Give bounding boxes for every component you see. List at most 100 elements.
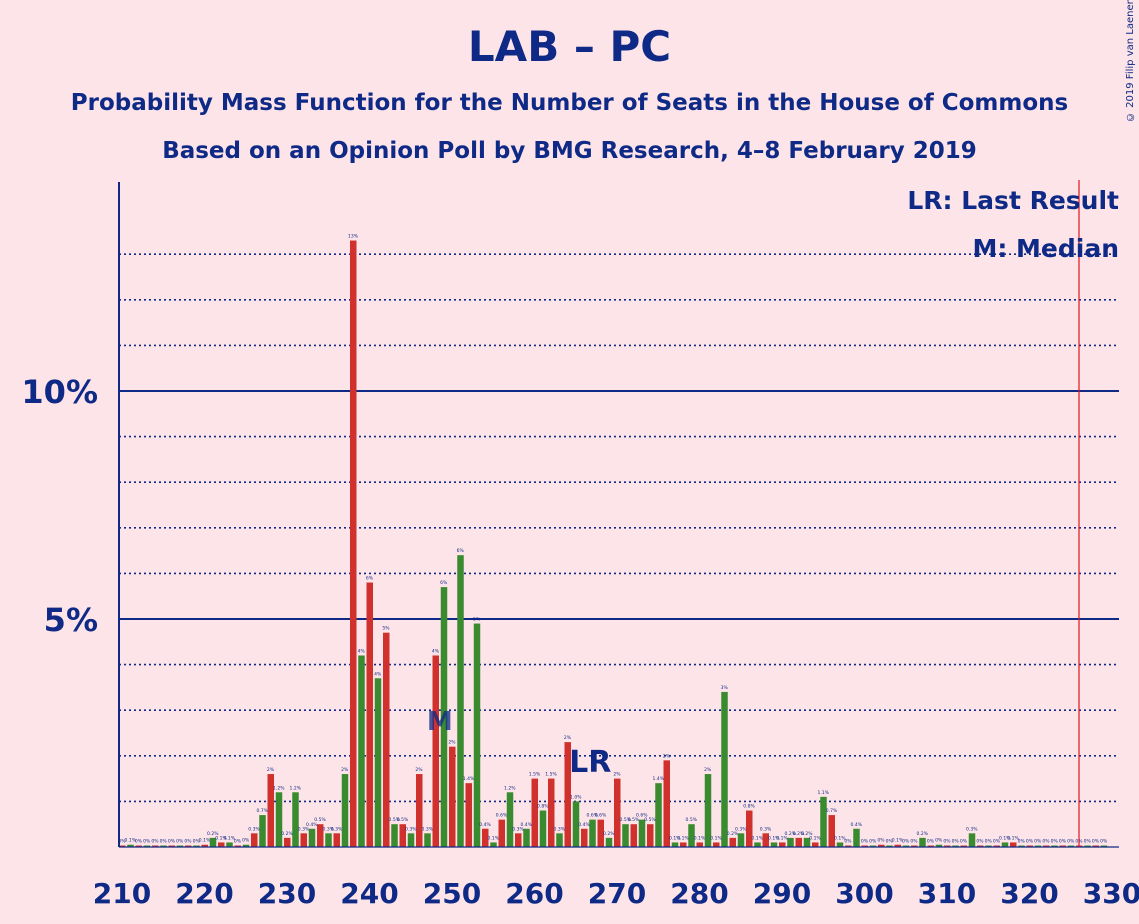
value-label-seat-303: 0%: [886, 839, 894, 845]
value-label-seat-254: 0.4%: [479, 822, 491, 828]
bar-seat-251: [457, 555, 464, 847]
value-label-seat-306: 0%: [910, 839, 918, 845]
value-label-seat-279: 0.5%: [686, 817, 698, 823]
value-label-seat-225: 0%: [242, 838, 250, 844]
value-label-seat-210: 0%: [118, 839, 126, 845]
bar-seat-269: [605, 837, 613, 847]
value-label-seat-305: 0%: [902, 839, 910, 845]
bar-seat-234: [317, 824, 324, 847]
bar-seat-262: [548, 778, 555, 847]
bar-seat-238: [350, 240, 357, 847]
bar-seat-304: [894, 844, 901, 847]
bar-seat-290: [779, 842, 786, 847]
value-label-seat-212: 0%: [135, 839, 143, 845]
bar-seat-229: [275, 792, 283, 847]
chart-subtitle-2: Based on an Opinion Poll by BMG Research…: [162, 138, 977, 164]
bar-seat-247: [424, 833, 431, 847]
bar-seat-308: [927, 845, 934, 847]
grid-lines: [119, 253, 1119, 803]
value-label-seat-217: 0%: [176, 839, 184, 845]
value-label-seat-302: 0%: [877, 838, 885, 844]
value-label-seat-249: 6%: [440, 580, 448, 586]
bar-seat-250: [449, 746, 456, 847]
legend-median: M: Median: [972, 234, 1119, 263]
bar-seat-328: [1092, 845, 1099, 847]
bar-seat-289: [770, 842, 778, 847]
markers: LR M: [427, 707, 612, 780]
bar-seat-327: [1084, 845, 1091, 847]
bar-seat-329: [1100, 845, 1108, 847]
bar-seat-272: [630, 824, 637, 847]
bar-seat-318: [1010, 842, 1017, 847]
bar-seat-227: [259, 815, 266, 847]
bar-seat-228: [267, 774, 274, 847]
value-label-seat-275: 1.4%: [653, 776, 665, 782]
bar-seat-265: [572, 801, 580, 847]
bar-seat-301: [869, 845, 877, 847]
value-label-seat-322: 0%: [1042, 839, 1050, 845]
bar-seat-264: [564, 742, 571, 847]
value-label-seat-281: 2%: [704, 767, 712, 773]
x-tick-label-250: 250: [423, 877, 481, 910]
bar-seat-259: [523, 828, 530, 847]
y-tick-label-10: 10%: [21, 373, 98, 411]
value-label-seat-226: 0.3%: [248, 826, 260, 832]
bar-seat-316: [993, 845, 1000, 847]
value-label-seat-301: 0%: [869, 839, 877, 845]
bar-seat-274: [647, 824, 654, 847]
value-label-seat-285: 0.3%: [735, 826, 747, 832]
bar-seat-299: [853, 828, 860, 847]
bar-seat-241: [374, 678, 382, 847]
bar-seat-255: [490, 842, 497, 847]
bar-seat-268: [597, 819, 604, 847]
bar-seat-303: [886, 845, 893, 847]
bar-seat-292: [795, 837, 802, 847]
bar-seat-226: [251, 833, 258, 847]
bar-seat-311: [952, 845, 959, 847]
bar-seat-285: [737, 833, 745, 847]
bar-seat-213: [143, 845, 151, 847]
value-label-seat-237: 2%: [341, 767, 349, 773]
x-tick-label-270: 270: [588, 877, 646, 910]
bar-seat-219: [193, 845, 200, 847]
x-tick-label-280: 280: [670, 877, 728, 910]
bar-seat-214: [152, 845, 159, 847]
bar-seat-223: [226, 842, 233, 847]
value-label-seat-211: 0.1%: [125, 838, 137, 844]
value-label-seat-238: 13%: [348, 234, 359, 240]
bar-seat-260: [531, 778, 538, 847]
bar-seat-252: [465, 783, 472, 847]
bar-seat-254: [482, 828, 489, 847]
bar-seat-322: [1043, 845, 1050, 847]
bar-seat-277: [671, 842, 679, 847]
bar-seat-258: [515, 833, 522, 847]
bar-seat-242: [383, 632, 390, 847]
bar-seat-309: [935, 844, 943, 847]
bar-seat-224: [234, 845, 241, 847]
bar-seat-239: [358, 655, 365, 847]
value-label-seat-295: 1.1%: [818, 790, 830, 796]
value-label-seat-227: 0.7%: [257, 808, 269, 814]
bar-seat-293: [803, 837, 811, 847]
value-label-seat-246: 2%: [415, 767, 423, 773]
value-label-seat-319: 0%: [1018, 839, 1026, 845]
bar-seat-256: [498, 819, 505, 847]
x-tick-label-290: 290: [753, 877, 811, 910]
bar-seat-218: [185, 845, 192, 847]
value-label-seat-327: 0%: [1084, 839, 1092, 845]
value-label-seat-282: 0.1%: [710, 835, 722, 841]
axes: [118, 180, 1119, 848]
bar-seat-273: [638, 819, 646, 847]
value-label-seat-297: 0.1%: [834, 835, 846, 841]
chart-subtitle-1: Probability Mass Function for the Number…: [70, 90, 1069, 116]
value-label-seat-253: 5%: [473, 617, 481, 623]
value-label-seat-243: 0.5%: [389, 817, 401, 823]
bar-seat-323: [1051, 845, 1058, 847]
bar-seat-235: [325, 833, 332, 847]
value-label-seat-221: 0.2%: [207, 831, 219, 837]
value-label-seat-299: 0.4%: [851, 822, 863, 828]
bar-seat-215: [160, 845, 167, 847]
bar-seat-291: [787, 837, 794, 847]
bar-seat-244: [399, 824, 406, 847]
